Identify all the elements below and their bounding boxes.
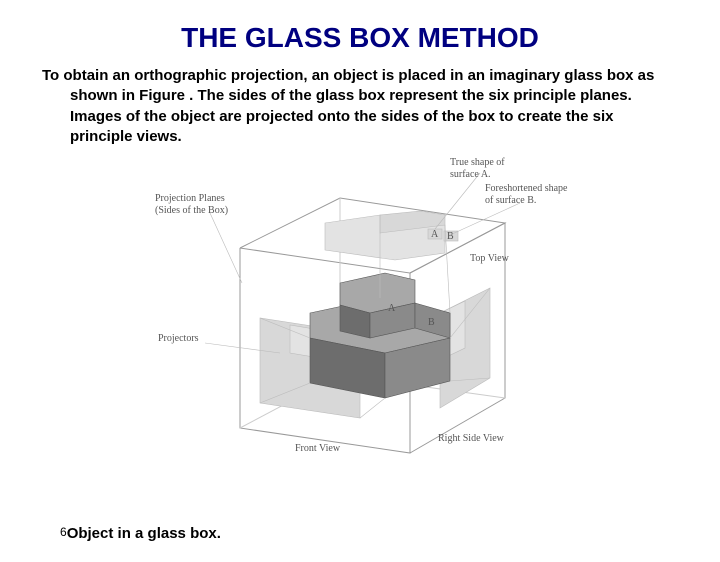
label-proj-planes-1: Projection Planes <box>155 193 225 204</box>
figure-caption: Object in a glass box. <box>67 525 221 542</box>
label-front-view: Front View <box>295 443 341 454</box>
caption-row: 6Object in a glass box. <box>60 525 221 542</box>
ray-3 <box>360 398 385 418</box>
body-text: To obtain an orthographic projection, an… <box>42 66 678 147</box>
object-a-label: A <box>388 303 396 314</box>
object-b-label: B <box>428 317 435 328</box>
callout-line-true <box>435 173 480 229</box>
label-projectors: Projectors <box>158 333 199 344</box>
body-paragraph: To obtain an orthographic projection, an… <box>0 66 720 147</box>
glass-box-diagram: A B A B Projection <box>150 153 570 473</box>
label-proj-planes-2: (Sides of the Box) <box>155 205 228 216</box>
callout-line-planes <box>210 213 242 283</box>
label-top-view: Top View <box>470 253 510 264</box>
callout-line-fore <box>450 203 520 235</box>
page-title: THE GLASS BOX METHOD <box>0 22 720 54</box>
top-a-letter: A <box>431 229 439 240</box>
label-foreshort-1: Foreshortened shape <box>485 183 568 194</box>
top-b-letter: B <box>447 231 454 242</box>
page-number: 6 <box>60 525 67 539</box>
label-foreshort-2: of surface B. <box>485 195 536 206</box>
diagram-container: A B A B Projection <box>0 153 720 473</box>
label-right-view: Right Side View <box>438 433 505 444</box>
label-true-shape-1: True shape of <box>450 157 505 168</box>
label-true-shape-2: surface A. <box>450 169 491 180</box>
